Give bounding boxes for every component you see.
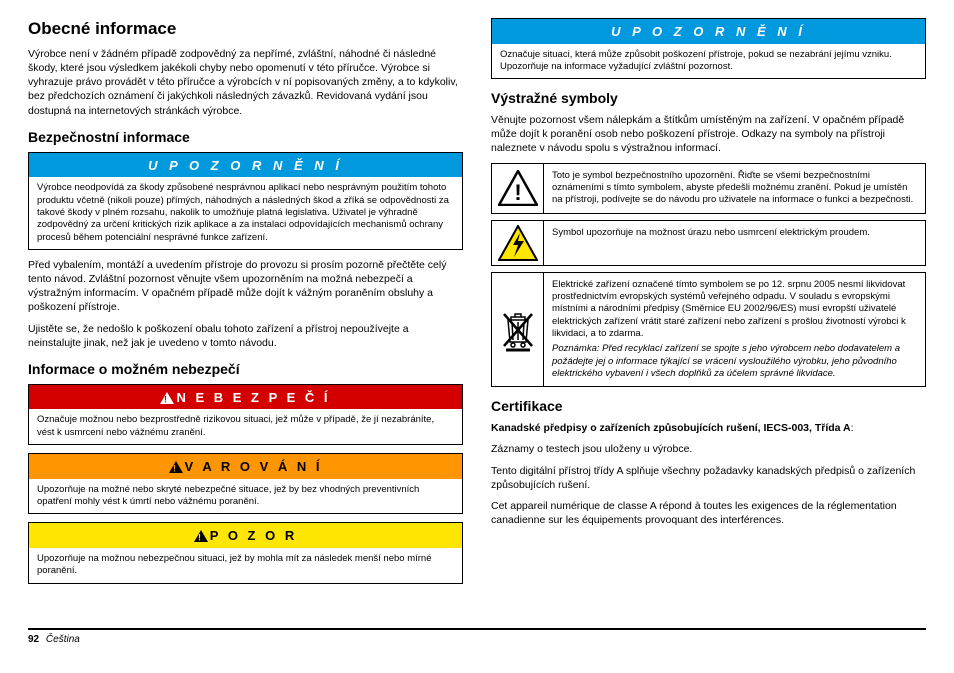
weee-bin-icon <box>492 273 544 387</box>
cert-bold-line: Kanadské předpisy o zařízeních způsobují… <box>491 421 926 435</box>
danger-body: Označuje možnou nebo bezprostředně rizik… <box>29 409 462 444</box>
symbol-text-3: Elektrické zařízení označené tímto symbo… <box>544 273 925 387</box>
symbol-row-weee: Elektrické zařízení označené tímto symbo… <box>491 272 926 388</box>
heading-symbols: Výstražné symboly <box>491 89 926 108</box>
cert-p1: Záznamy o testech jsou uloženy u výrobce… <box>491 442 926 456</box>
symbols-intro: Věnujte pozornost všem nálepkám a štítků… <box>491 113 926 156</box>
page-footer: 92 Čeština <box>28 628 926 647</box>
symbol-row-warning: ! Toto je symbol bezpečnostního upozorně… <box>491 163 926 214</box>
warning-triangle-icon: ! <box>194 530 208 542</box>
svg-text:!: ! <box>173 464 179 474</box>
notice-header: U P O Z O R N Ě N Í <box>29 153 462 178</box>
danger-header: !N E B E Z P E Č Í <box>29 385 462 410</box>
symbol-text-2: Symbol upozorňuje na možnost úrazu nebo … <box>544 221 878 265</box>
symbol-row-electric: Symbol upozorňuje na možnost úrazu nebo … <box>491 220 926 266</box>
notice-box-2: U P O Z O R N Ě N Í Označuje situaci, kt… <box>491 18 926 79</box>
cert-p2: Tento digitální přístroj třídy A splňuje… <box>491 464 926 492</box>
right-column: U P O Z O R N Ě N Í Označuje situaci, kt… <box>491 18 926 618</box>
intro-paragraph: Výrobce není v žádném případě zodpovědný… <box>28 47 463 118</box>
safety-para-1: Před vybalením, montáží a uvedením příst… <box>28 258 463 315</box>
page-language: Čeština <box>46 634 80 645</box>
caution-box: !P O Z O R Upozorňuje na možnou nebezpeč… <box>28 522 463 583</box>
notice-body-2: Označuje situaci, která může způsobit po… <box>492 44 925 79</box>
heading-cert: Certifikace <box>491 397 926 416</box>
svg-text:!: ! <box>198 533 204 543</box>
heading-safety: Bezpečnostní informace <box>28 128 463 147</box>
warning-header: !V A R O V Á N Í <box>29 454 462 479</box>
electric-hazard-icon <box>492 221 544 265</box>
notice-header-2: U P O Z O R N Ě N Í <box>492 19 925 44</box>
danger-box: !N E B E Z P E Č Í Označuje možnou nebo … <box>28 384 463 445</box>
svg-text:!: ! <box>514 180 521 205</box>
warning-triangle-icon: ! <box>492 164 544 213</box>
page-number: 92 <box>28 634 39 645</box>
warning-box: !V A R O V Á N Í Upozorňuje na možné neb… <box>28 453 463 514</box>
svg-text:!: ! <box>164 394 170 404</box>
safety-para-2: Ujistěte se, že nedošlo k poškození obal… <box>28 322 463 350</box>
warning-body: Upozorňuje na možné nebo skryté nebezpeč… <box>29 479 462 514</box>
heading-hazard: Informace o možném nebezpečí <box>28 360 463 379</box>
symbol-text-1: Toto je symbol bezpečnostního upozornění… <box>544 164 925 213</box>
cert-p3: Cet appareil numérique de classe A répon… <box>491 499 926 527</box>
warning-triangle-icon: ! <box>169 461 183 473</box>
left-column: Obecné informace Výrobce není v žádném p… <box>28 18 463 618</box>
caution-body: Upozorňuje na možnou nebezpečnou situaci… <box>29 548 462 583</box>
heading-general: Obecné informace <box>28 18 463 41</box>
caution-header: !P O Z O R <box>29 523 462 548</box>
symbol-note: Poznámka: Před recyklací zařízení se spo… <box>552 343 917 380</box>
notice-body: Výrobce neodpovídá za škody způsobené ne… <box>29 177 462 249</box>
warning-triangle-icon: ! <box>160 392 174 404</box>
notice-box-1: U P O Z O R N Ě N Í Výrobce neodpovídá z… <box>28 152 463 250</box>
